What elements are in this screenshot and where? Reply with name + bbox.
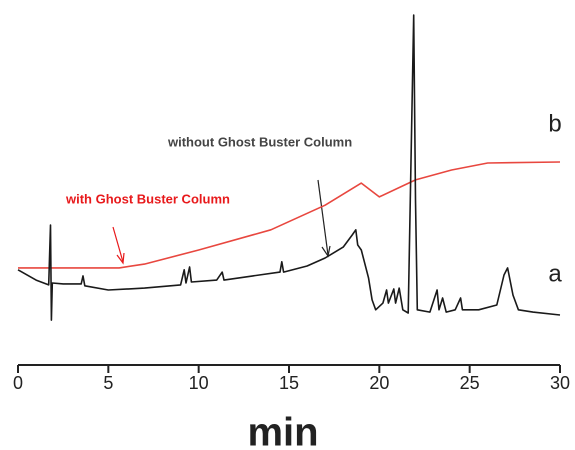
arrow-head [116, 252, 125, 265]
series-label: b [548, 110, 561, 137]
x-tick-label: 5 [103, 373, 113, 393]
x-tick-label: 25 [460, 373, 480, 393]
x-axis-label: min [247, 411, 318, 450]
x-tick-label: 10 [189, 373, 209, 393]
x-tick-label: 30 [550, 373, 570, 393]
series-line [18, 161, 561, 269]
x-tick-label: 20 [369, 373, 389, 393]
x-tick-label: 0 [13, 373, 23, 393]
x-tick-label: 15 [279, 373, 299, 393]
arrow-head [321, 245, 331, 258]
annotation-arrow [112, 226, 124, 263]
annotation: with Ghost Buster Column [65, 191, 230, 206]
annotation-arrow [317, 179, 329, 256]
annotation: without Ghost Buster Column [167, 134, 352, 149]
series-line [17, 14, 561, 321]
series-label: a [548, 260, 562, 287]
